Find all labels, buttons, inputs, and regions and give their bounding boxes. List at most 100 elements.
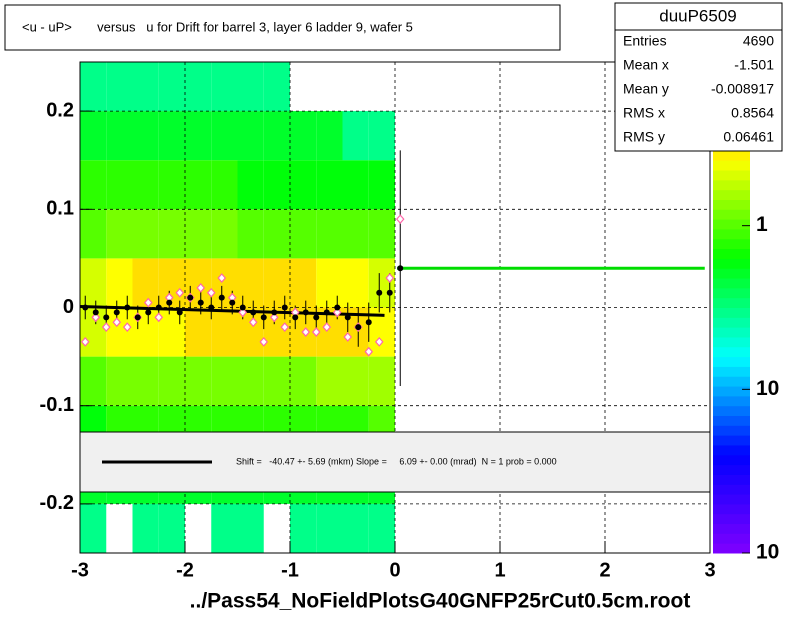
heat-cell bbox=[263, 356, 290, 406]
heat-cell bbox=[342, 356, 369, 406]
diamond-point bbox=[280, 322, 290, 333]
palette-cell bbox=[713, 317, 750, 328]
profile-point bbox=[334, 304, 341, 311]
palette-cell bbox=[713, 503, 750, 515]
heat-cell bbox=[185, 160, 212, 210]
heat-cell bbox=[80, 258, 107, 308]
profile-point bbox=[155, 304, 162, 311]
heat-cell bbox=[158, 356, 185, 406]
profile-point bbox=[281, 304, 288, 311]
profile-point bbox=[208, 304, 215, 311]
heat-cell bbox=[185, 356, 212, 406]
diamond-point bbox=[122, 322, 132, 333]
x-axis-label: ../Pass54_NoFieldPlotsG40GNFP25rCut0.5cm… bbox=[190, 590, 691, 613]
stats-value: -0.008917 bbox=[711, 81, 774, 97]
heat-cell bbox=[158, 62, 185, 112]
palette-cell bbox=[713, 278, 750, 289]
stats-frame bbox=[614, 2, 783, 152]
heat-cell bbox=[263, 62, 290, 112]
profile-point bbox=[176, 309, 183, 316]
stats-value: -1.501 bbox=[734, 57, 774, 73]
heat-cell bbox=[211, 503, 238, 553]
diamond-point bbox=[259, 336, 269, 347]
heat-cell bbox=[132, 160, 159, 210]
heat-cell bbox=[237, 258, 264, 308]
palette-cell bbox=[713, 199, 750, 210]
palette-cell bbox=[713, 248, 750, 259]
heat-cell bbox=[237, 160, 264, 210]
heat-cell bbox=[316, 111, 343, 161]
x-tick-label: 3 bbox=[704, 559, 715, 581]
palette-cell bbox=[713, 219, 750, 230]
palette-cell bbox=[713, 228, 750, 240]
y-tick-label: 0.1 bbox=[46, 198, 74, 220]
palette-cell bbox=[713, 160, 750, 171]
palette-cell bbox=[713, 297, 750, 308]
heat-cell bbox=[237, 62, 264, 112]
profile-point bbox=[313, 314, 320, 321]
stats-key: RMS y bbox=[623, 129, 665, 145]
diamond-point bbox=[80, 336, 90, 347]
stats-box: duuP6509 Entries 4690 Mean x -1.501 Mean y -0.… bbox=[614, 2, 783, 152]
diamond-point bbox=[101, 322, 111, 333]
profile-point bbox=[344, 314, 351, 321]
diamond-point bbox=[322, 322, 332, 333]
palette-cell bbox=[713, 513, 750, 525]
heat-cell bbox=[106, 62, 133, 112]
profile-point bbox=[365, 319, 372, 326]
profile-marks bbox=[79, 150, 705, 387]
heat-cell bbox=[263, 209, 290, 259]
stats-value: 0.8564 bbox=[731, 105, 774, 121]
palette-cell bbox=[713, 307, 750, 318]
z-tick-label: 10 bbox=[756, 541, 779, 564]
heat-cell bbox=[290, 258, 317, 308]
heat-cell bbox=[106, 160, 133, 210]
heat-cell bbox=[290, 356, 317, 406]
stats-key: Mean x bbox=[623, 57, 669, 73]
palette-cell bbox=[713, 533, 750, 544]
diamond-point bbox=[269, 312, 279, 323]
heat-cell bbox=[368, 160, 395, 210]
title-box bbox=[4, 4, 561, 51]
palette-cell bbox=[713, 189, 750, 200]
heat-cell bbox=[211, 209, 238, 259]
profile-point bbox=[145, 309, 152, 316]
heat-cell bbox=[368, 503, 395, 553]
heat-cell bbox=[80, 111, 107, 161]
profile-point bbox=[103, 314, 110, 321]
palette-cell bbox=[713, 327, 750, 338]
heat-cell bbox=[211, 62, 238, 112]
heat-cell bbox=[263, 111, 290, 161]
palette-cell bbox=[713, 395, 750, 407]
heat-cell bbox=[158, 111, 185, 161]
heat-cell bbox=[185, 62, 212, 112]
z-tick-label: 10 bbox=[756, 377, 779, 400]
heat-cell bbox=[316, 160, 343, 210]
stats-value: 0.06461 bbox=[723, 129, 774, 145]
heat-cell bbox=[106, 258, 133, 308]
diamond-point bbox=[374, 336, 384, 347]
palette-cell bbox=[713, 268, 750, 279]
diamond-point bbox=[385, 273, 395, 283]
heat-cell bbox=[290, 160, 317, 210]
palette-cell bbox=[713, 209, 750, 220]
heat-cell bbox=[342, 111, 369, 161]
heat-cell bbox=[316, 258, 343, 308]
diamond-point bbox=[91, 312, 101, 323]
diamond-point bbox=[112, 317, 122, 328]
palette-cell bbox=[713, 494, 750, 505]
palette-cell bbox=[713, 179, 750, 191]
heat-cell bbox=[263, 160, 290, 210]
diamond-point bbox=[343, 332, 353, 342]
x-tick-label: 2 bbox=[599, 559, 610, 581]
heat-cell bbox=[106, 111, 133, 161]
heat-cell bbox=[211, 356, 238, 406]
heat-cell bbox=[80, 307, 107, 357]
heat-cell bbox=[211, 111, 238, 161]
profile-point bbox=[134, 314, 141, 321]
heatmap bbox=[80, 62, 395, 553]
heat-cell bbox=[158, 209, 185, 259]
profile-point bbox=[292, 314, 299, 321]
profile-point bbox=[239, 304, 246, 311]
x-tick-label: -1 bbox=[281, 559, 299, 581]
